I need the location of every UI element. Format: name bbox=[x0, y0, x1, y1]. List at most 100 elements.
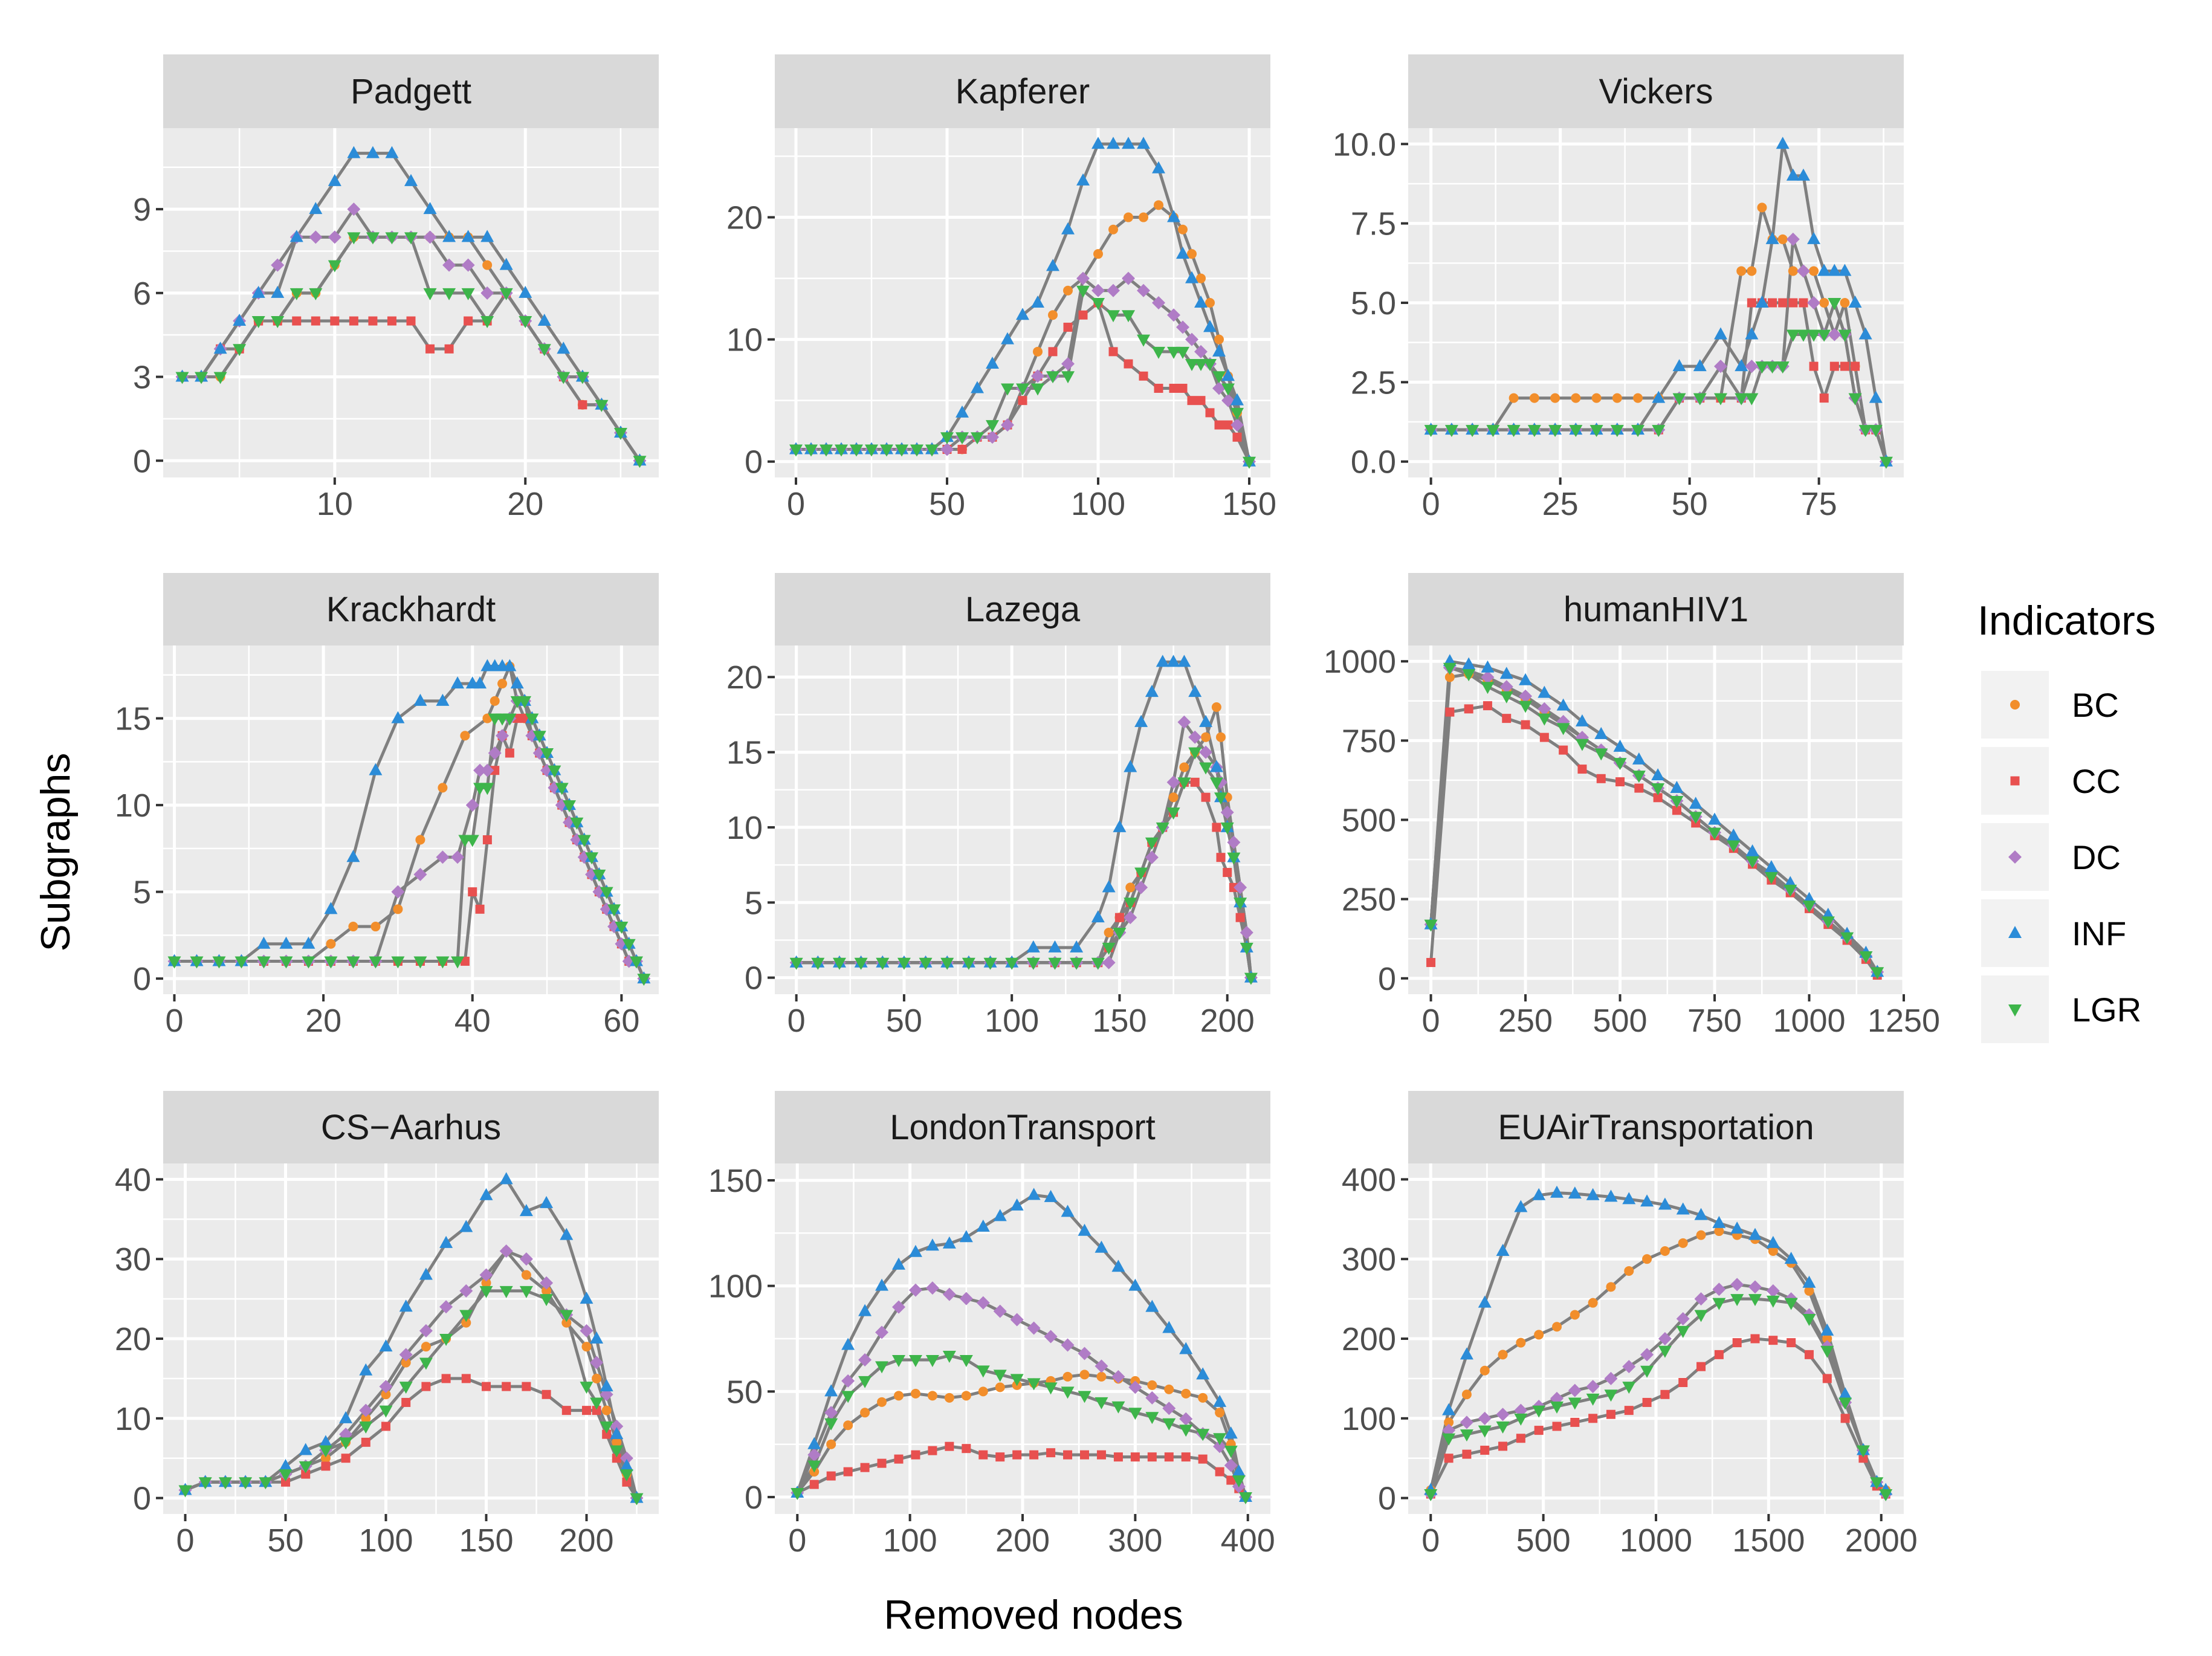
point-kapferer-dc-22 bbox=[1122, 271, 1135, 285]
point-padgett-lgr-18 bbox=[519, 316, 532, 329]
point-euairtransportation-lgr-14 bbox=[1676, 1325, 1690, 1338]
point-vickers-lgr-24 bbox=[1828, 298, 1842, 310]
point-londontransport-dc-1 bbox=[807, 1448, 821, 1462]
point-padgett-lgr-13 bbox=[423, 288, 437, 300]
point-krackhardt-bc-16 bbox=[497, 679, 508, 689]
point-humanhiv1-inf-3 bbox=[1481, 660, 1495, 673]
point-euairtransportation-lgr-9 bbox=[1586, 1393, 1600, 1406]
point-humanhiv1-lgr-9 bbox=[1594, 748, 1608, 761]
point-kapferer-lgr-18 bbox=[1061, 371, 1075, 384]
point-kapferer-inf-27 bbox=[1185, 271, 1198, 283]
x-tick-label-humanhiv1-0: 0 bbox=[1422, 1003, 1440, 1039]
point-lazega-cc-23 bbox=[1190, 777, 1200, 787]
point-londontransport-bc-9 bbox=[944, 1392, 954, 1403]
point-kapferer-inf-13 bbox=[986, 357, 999, 369]
point-krackhardt-dc-14 bbox=[465, 798, 479, 812]
point-cs-aarhus-cc-23 bbox=[612, 1454, 621, 1463]
point-krackhardt-lgr-34 bbox=[607, 904, 621, 917]
y-tick-label-euairtransportation-2: 200 bbox=[1342, 1321, 1396, 1357]
point-vickers-cc-18 bbox=[1768, 298, 1777, 308]
point-kapferer-lgr-23 bbox=[1137, 334, 1150, 347]
point-cs-aarhus-lgr-22 bbox=[600, 1422, 613, 1434]
point-vickers-dc-21 bbox=[1796, 264, 1810, 278]
point-euairtransportation-lgr-18 bbox=[1748, 1294, 1762, 1307]
point-lazega-lgr-7 bbox=[940, 957, 954, 970]
point-humanhiv1-lgr-10 bbox=[1613, 758, 1627, 771]
y-tick-label-krackhardt-0: 0 bbox=[133, 961, 151, 997]
point-vickers-inf-14 bbox=[1713, 327, 1727, 340]
gridlines-cs-aarhus bbox=[163, 1163, 659, 1514]
point-padgett-inf-20 bbox=[557, 341, 571, 354]
point-euairtransportation-inf-21 bbox=[1802, 1275, 1816, 1288]
point-londontransport-cc-5 bbox=[877, 1458, 887, 1468]
y-tick-label-cs-aarhus-3: 30 bbox=[115, 1241, 151, 1278]
point-kapferer-inf-16 bbox=[1031, 296, 1044, 308]
point-padgett-cc-6 bbox=[292, 316, 302, 326]
x-tick-label-cs-aarhus-3: 150 bbox=[459, 1522, 513, 1559]
point-euairtransportation-inf-16 bbox=[1712, 1215, 1726, 1228]
point-kapferer-lgr-22 bbox=[1122, 310, 1135, 323]
point-lazega-lgr-2 bbox=[832, 957, 846, 970]
point-kapferer-inf-11 bbox=[956, 405, 969, 418]
point-cs-aarhus-dc-12 bbox=[419, 1324, 433, 1337]
point-kapferer-lgr-19 bbox=[1076, 285, 1090, 298]
point-euairtransportation-inf-3 bbox=[1478, 1295, 1492, 1308]
x-tick-label-euairtransportation-0: 0 bbox=[1421, 1522, 1440, 1559]
point-cs-aarhus-cc-8 bbox=[341, 1454, 351, 1463]
point-padgett-cc-11 bbox=[387, 316, 396, 326]
point-vickers-inf-23 bbox=[1817, 264, 1831, 276]
point-lazega-lgr-6 bbox=[919, 957, 933, 970]
point-cs-aarhus-lgr-20 bbox=[580, 1382, 593, 1394]
point-euairtransportation-dc-13 bbox=[1658, 1332, 1672, 1345]
point-vickers-bc-8 bbox=[1591, 393, 1602, 403]
point-londontransport-bc-6 bbox=[894, 1391, 904, 1401]
point-euairtransportation-dc-4 bbox=[1496, 1408, 1510, 1422]
point-padgett-dc-9 bbox=[347, 202, 361, 216]
point-cs-aarhus-bc-20 bbox=[581, 1342, 592, 1352]
point-kapferer-cc-21 bbox=[1108, 347, 1118, 357]
point-kapferer-inf-14 bbox=[1001, 332, 1014, 344]
point-cs-aarhus-bc-22 bbox=[601, 1405, 612, 1415]
point-euairtransportation-inf-1 bbox=[1442, 1403, 1456, 1415]
panel-cs-aarhus: CS−Aarhus 0 50 100 150 200 0 10 20 30 40 bbox=[115, 1091, 659, 1559]
point-cs-aarhus-lgr-12 bbox=[419, 1357, 433, 1370]
point-padgett-lgr-22 bbox=[595, 399, 609, 412]
point-cs-aarhus-inf-9 bbox=[359, 1363, 373, 1376]
point-euairtransportation-bc-11 bbox=[1624, 1266, 1634, 1276]
point-londontransport-cc-24 bbox=[1198, 1454, 1208, 1464]
point-vickers-lgr-25 bbox=[1838, 329, 1852, 342]
point-krackhardt-lgr-4 bbox=[257, 956, 271, 969]
point-humanhiv1-cc-6 bbox=[1539, 733, 1549, 742]
point-cs-aarhus-inf-17 bbox=[519, 1204, 533, 1217]
point-humanhiv1-cc-1 bbox=[1445, 707, 1455, 717]
point-vickers-lgr-15 bbox=[1735, 393, 1748, 406]
point-cs-aarhus-inf-16 bbox=[499, 1172, 513, 1185]
point-londontransport-bc-10 bbox=[961, 1391, 971, 1401]
point-kapferer-inf-30 bbox=[1212, 344, 1226, 357]
point-humanhiv1-lgr-5 bbox=[1519, 700, 1533, 713]
x-tick-label-padgett-0: 10 bbox=[317, 486, 353, 522]
strip-humanhiv1 bbox=[1408, 573, 1904, 645]
point-londontransport-cc-17 bbox=[1080, 1450, 1089, 1460]
panel-krackhardt: Krackhardt 0 20 40 60 0 5 10 15 bbox=[115, 573, 659, 1039]
point-londontransport-lgr-7 bbox=[908, 1354, 922, 1367]
point-cs-aarhus-cc-22 bbox=[602, 1429, 612, 1439]
point-vickers-lgr-9 bbox=[1610, 425, 1624, 438]
point-euairtransportation-lgr-20 bbox=[1784, 1298, 1798, 1310]
point-humanhiv1-lgr-20 bbox=[1802, 901, 1816, 913]
point-padgett-lgr-24 bbox=[633, 456, 647, 468]
y-tick-label-padgett-3: 9 bbox=[133, 192, 151, 228]
point-londontransport-cc-18 bbox=[1096, 1450, 1106, 1460]
panel-londontransport: LondonTransport 0 100 200 300 400 0 50 100 150 bbox=[708, 1091, 1275, 1559]
point-kapferer-inf-31 bbox=[1221, 369, 1235, 381]
point-krackhardt-lgr-17 bbox=[480, 783, 494, 795]
point-cs-aarhus-dc-11 bbox=[399, 1348, 413, 1362]
point-lazega-cc-26 bbox=[1216, 853, 1226, 862]
point-londontransport-dc-22 bbox=[1162, 1402, 1176, 1415]
point-vickers-bc-16 bbox=[1747, 266, 1757, 276]
point-kapferer-lgr-9 bbox=[925, 444, 939, 457]
strip-padgett bbox=[163, 54, 659, 128]
strip-euairtransportation bbox=[1408, 1091, 1904, 1163]
point-lazega-dc-21 bbox=[1166, 775, 1180, 789]
point-kapferer-lgr-12 bbox=[971, 432, 984, 445]
